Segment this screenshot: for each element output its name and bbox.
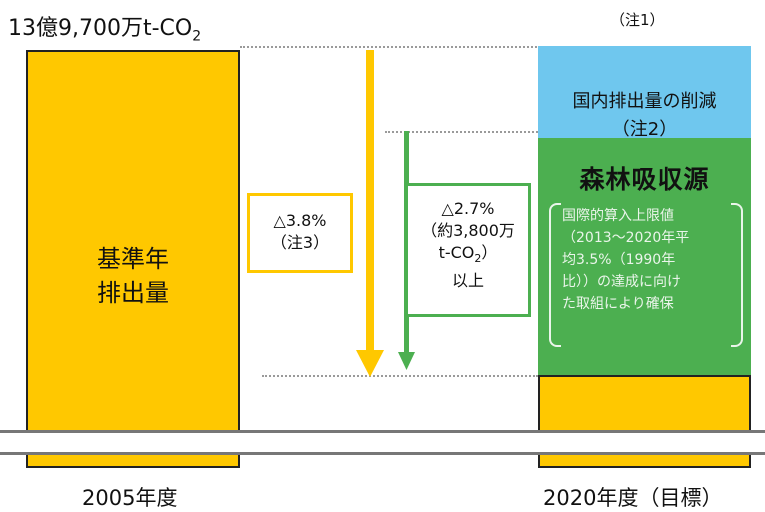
note1-label: （注1） bbox=[610, 11, 665, 29]
domestic-reduction-label: 国内排出量の削減 （注2） bbox=[572, 91, 717, 140]
forest-sink-note: 国際的算入上限値 （2013～2020年平 均3.5%（1990年 比））の達成… bbox=[562, 208, 690, 312]
yellow-arrow-head bbox=[356, 350, 384, 377]
top-reference-line bbox=[240, 46, 540, 48]
green-arrow-head bbox=[398, 352, 415, 370]
right-bracket bbox=[731, 203, 743, 347]
total-reduction-box: △3.8% （注3） bbox=[247, 193, 353, 273]
forest-reduction-box: △2.7% （約3,800万 t-CO2） 以上 bbox=[405, 183, 531, 317]
axis-break-gap bbox=[0, 432, 765, 454]
base-year-label: 基準年 排出量 bbox=[97, 245, 169, 307]
bottom-reference-line bbox=[262, 375, 538, 377]
base-year-axis-label: 2005年度 bbox=[82, 486, 178, 510]
axis-break-line-top bbox=[0, 430, 765, 433]
base-year-bar bbox=[26, 50, 240, 468]
domestic-reduction-block bbox=[538, 46, 751, 138]
target-year-axis-label: 2020年度（目標） bbox=[543, 486, 723, 510]
left-bracket bbox=[549, 203, 561, 347]
yellow-arrow-shaft bbox=[366, 50, 374, 352]
total-emission-label: 13億9,700万t-CO2 bbox=[8, 16, 202, 45]
axis-break-line-bottom bbox=[0, 452, 765, 455]
mid-reference-line bbox=[385, 131, 538, 133]
forest-sink-block bbox=[538, 138, 751, 375]
forest-sink-title: 森林吸収源 bbox=[579, 165, 710, 194]
